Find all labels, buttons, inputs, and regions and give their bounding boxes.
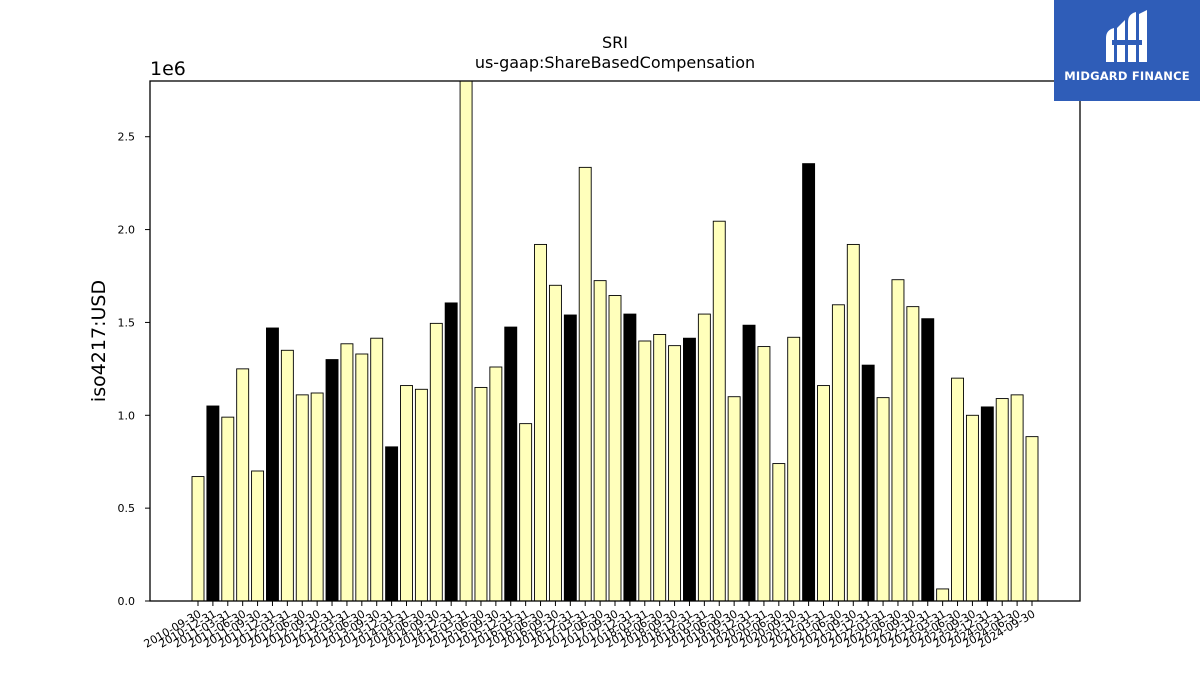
bar-2019-06-30 bbox=[712, 220, 726, 602]
chart-title: SRI bbox=[602, 33, 628, 52]
bar-2016-03-31 bbox=[519, 423, 533, 602]
midgard-logo-icon bbox=[1106, 10, 1147, 62]
plot-frame bbox=[149, 80, 1081, 602]
bar-2022-09-30 bbox=[906, 306, 920, 602]
bar-2019-12-31 bbox=[742, 324, 756, 602]
bar-2024-06-30 bbox=[1010, 394, 1024, 602]
bar-2014-03-31 bbox=[400, 385, 413, 602]
bar-2017-09-30 bbox=[608, 295, 622, 602]
bar-2011-06-30 bbox=[236, 368, 250, 602]
bar-2020-12-31 bbox=[802, 163, 816, 602]
bar-2015-12-31 bbox=[504, 326, 518, 602]
bar-2012-03-31 bbox=[280, 349, 294, 602]
bar-2013-03-31 bbox=[340, 343, 354, 602]
bar-2021-09-30 bbox=[846, 243, 860, 602]
bar-2011-09-30 bbox=[251, 470, 265, 602]
bar-2023-12-31 bbox=[980, 406, 994, 602]
bar-2016-06-30 bbox=[534, 243, 547, 602]
chart-subtitle: us-gaap:ShareBasedCompensation bbox=[475, 53, 755, 72]
y-tick-label: 2.5 bbox=[118, 131, 136, 144]
bars-group bbox=[191, 80, 1039, 602]
bar-2018-09-30 bbox=[668, 345, 682, 602]
bar-2024-03-31 bbox=[995, 398, 1009, 602]
y-tick-label: 1.0 bbox=[118, 409, 136, 422]
bar-2019-03-31 bbox=[697, 313, 711, 602]
bar-2013-09-30 bbox=[370, 337, 384, 602]
bar-2010-09-30 bbox=[191, 476, 205, 602]
bar-2019-09-30 bbox=[727, 396, 741, 602]
y-axis-label: iso4217:USD bbox=[88, 280, 110, 402]
bar-2020-06-30 bbox=[772, 463, 786, 602]
bar-2012-09-30 bbox=[310, 392, 324, 602]
bar-2017-12-31 bbox=[623, 313, 637, 602]
y-tick-label: 2.0 bbox=[118, 224, 136, 237]
bar-2011-03-31 bbox=[221, 416, 235, 602]
bar-2022-03-31 bbox=[876, 397, 890, 602]
bar-2014-09-30 bbox=[429, 322, 443, 602]
bar-2012-06-30 bbox=[295, 394, 309, 602]
bar-2024-09-30 bbox=[1025, 436, 1039, 602]
bar-2017-03-31 bbox=[578, 166, 592, 602]
logo-text: MIDGARD FINANCE bbox=[1064, 69, 1190, 83]
bar-2022-12-31 bbox=[921, 318, 935, 602]
bar-2023-06-30 bbox=[951, 377, 964, 602]
bar-2013-06-30 bbox=[355, 353, 369, 602]
bar-2017-06-30 bbox=[593, 280, 607, 602]
bar-2014-12-31 bbox=[444, 302, 458, 602]
bar-2018-06-30 bbox=[653, 334, 667, 602]
bar-2012-12-31 bbox=[325, 359, 339, 602]
bar-2015-09-30 bbox=[489, 366, 503, 602]
y-tick-label: 0.5 bbox=[118, 502, 136, 515]
x-ticks-group: 2010-09-302010-12-312011-03-312011-06-30… bbox=[142, 601, 1038, 651]
bar-2021-12-31 bbox=[861, 364, 875, 602]
bar-2018-03-31 bbox=[638, 340, 652, 602]
bar-2018-12-31 bbox=[683, 337, 696, 602]
bar-2023-09-30 bbox=[965, 414, 979, 602]
y-tick-label: 1.5 bbox=[118, 316, 136, 329]
bar-2020-09-30 bbox=[787, 336, 801, 602]
bar-2015-03-31 bbox=[459, 80, 473, 602]
bar-2021-03-31 bbox=[817, 385, 830, 602]
bar-2021-06-30 bbox=[831, 304, 845, 602]
bar-2014-06-30 bbox=[414, 388, 428, 602]
bar-2013-12-31 bbox=[385, 446, 399, 602]
bar-2016-09-30 bbox=[548, 284, 562, 602]
y-multiplier-label: 1e6 bbox=[150, 58, 186, 80]
bar-2016-12-31 bbox=[563, 314, 577, 602]
bar-2023-03-31 bbox=[936, 588, 950, 602]
logo-badge: MIDGARD FINANCE bbox=[1054, 0, 1200, 101]
bar-2020-03-31 bbox=[757, 346, 771, 602]
bar-2011-12-31 bbox=[266, 327, 279, 602]
bar-2022-06-30 bbox=[891, 279, 905, 602]
bar-2010-12-31 bbox=[206, 405, 220, 602]
y-ticks-group: 0.0 0.5 1.0 1.5 2.0 2.5 bbox=[118, 131, 150, 608]
bar-2015-06-30 bbox=[474, 386, 488, 602]
y-tick-label: 0.0 bbox=[118, 595, 136, 608]
